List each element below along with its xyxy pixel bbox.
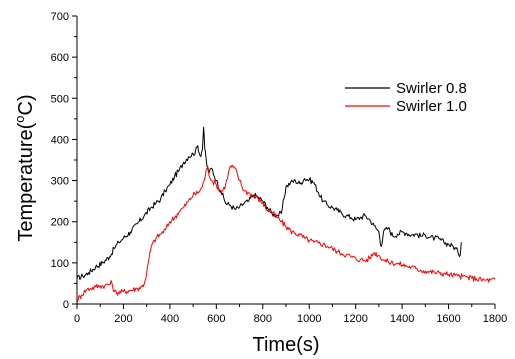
y-tick-label: 600: [51, 52, 69, 64]
legend-label: Swirler 0.8: [396, 80, 467, 97]
y-axis-title-main: Temperature(: [15, 122, 37, 241]
series-layer: [76, 126, 496, 302]
series-line: [76, 164, 496, 302]
x-tick-label: 0: [74, 313, 80, 325]
x-tick-label: 400: [161, 313, 179, 325]
y-tick-label: 0: [63, 299, 69, 311]
x-tick-label: 200: [114, 313, 132, 325]
y-axis-title-unit: C): [15, 94, 37, 115]
y-tick-label: 700: [51, 11, 69, 23]
y-axis-title: Temperature(oC): [12, 94, 37, 241]
x-axis-title: Time(s): [252, 334, 319, 356]
x-tick-label: 1000: [297, 313, 321, 325]
series-line: [76, 126, 462, 281]
x-tick-label: 1400: [390, 313, 414, 325]
axes: 0 200 400 600 800 1000 1200 1400 1600 1800 0 100 200…: [51, 11, 508, 325]
y-tick-label: 500: [51, 93, 69, 105]
x-tick-label: 800: [254, 313, 272, 325]
y-tick-label: 400: [51, 134, 69, 146]
y-tick-label: 200: [51, 217, 69, 229]
x-tick-label: 1600: [436, 313, 460, 325]
x-tick-label: 600: [207, 313, 225, 325]
y-axis-title-superscript: o: [12, 115, 27, 122]
legend-label: Swirler 1.0: [396, 98, 467, 115]
y-tick-label: 300: [51, 176, 69, 188]
y-tick-label: 100: [51, 258, 69, 270]
x-tick-label: 1200: [343, 313, 367, 325]
x-tick-label: 1800: [483, 313, 507, 325]
